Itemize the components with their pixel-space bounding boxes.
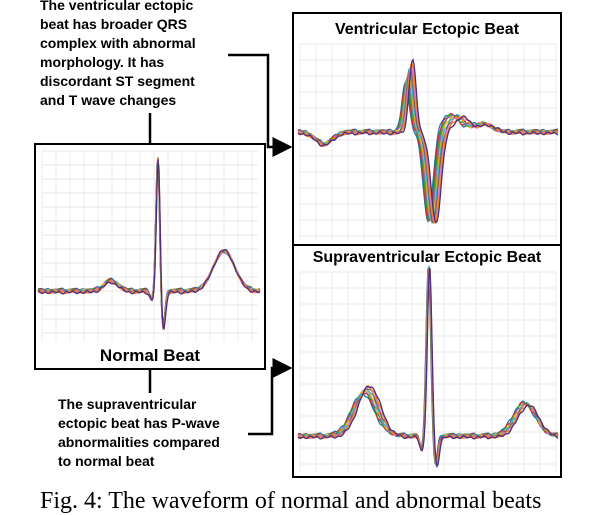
- note-line: to normal beat: [58, 453, 155, 469]
- normal-trace-3: [37, 157, 261, 328]
- ventricular-beat-panel: Ventricular Ectopic Beat: [292, 12, 562, 246]
- ventricular-beat-title: Ventricular Ectopic Beat: [334, 21, 520, 38]
- supraventricular-annotation: The supraventricular ectopic beat has P-…: [58, 395, 288, 471]
- normal-beat-title: Normal Beat: [99, 346, 201, 365]
- supraventricular-beat-panel: Supraventricular Ectopic Beat: [292, 244, 562, 478]
- normal-trace-8: [37, 159, 261, 331]
- supraventricular-beat-waveform: [297, 265, 559, 472]
- note-line: The ventricular ectopic: [40, 0, 194, 13]
- note-line: morphology. It has: [40, 54, 165, 70]
- normal-trace-7: [37, 158, 261, 328]
- normal-trace-2: [37, 157, 261, 328]
- note-line: complex with abnormal: [40, 35, 196, 51]
- note-line: beat has broader QRS: [40, 16, 188, 32]
- ventricular-beat-waveform: [297, 43, 559, 240]
- note-line: abnormalities compared: [58, 434, 220, 450]
- figure-caption: Fig. 4: The waveform of normal and abnor…: [40, 488, 542, 514]
- normal-beat-waveform: [37, 150, 261, 341]
- normal-beat-panel: Normal Beat: [34, 143, 266, 370]
- note-line: discordant ST segment: [40, 73, 195, 89]
- supraventricular-beat-title: Supraventricular Ectopic Beat: [312, 249, 542, 266]
- ventricular-annotation: The ventricular ectopic beat has broader…: [40, 0, 270, 110]
- normal-trace-9: [37, 158, 261, 331]
- normal-trace-6: [37, 157, 261, 330]
- normal-trace-10: [37, 159, 261, 330]
- normal-trace-4: [37, 158, 261, 331]
- normal-trace-1: [37, 159, 261, 328]
- note-line: and T wave changes: [40, 92, 177, 108]
- note-line: ectopic beat has P-wave: [58, 415, 220, 431]
- ventricular-trace-5: [297, 71, 559, 222]
- supraventricular-trace-10: [297, 268, 559, 469]
- ventricular-trace-10: [297, 58, 559, 224]
- note-line: The supraventricular: [58, 396, 197, 412]
- grid: [41, 150, 258, 341]
- normal-trace-5: [37, 157, 261, 330]
